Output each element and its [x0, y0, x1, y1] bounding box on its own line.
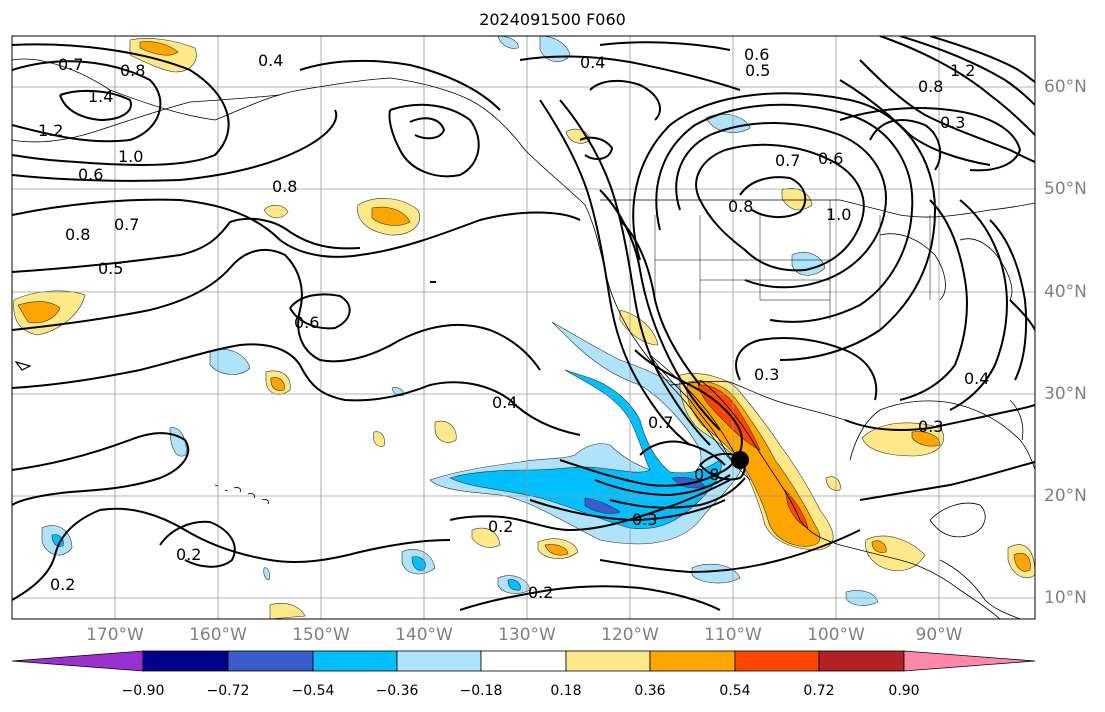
lon-label: 100°W — [807, 625, 865, 645]
contour-label: 0.7 — [58, 55, 83, 74]
north-america-coast — [12, 58, 751, 481]
hawaii — [233, 486, 269, 505]
contour-lines — [12, 36, 1035, 611]
contour-label-layer: 0.7 0.8 1.4 1.2 1.0 0.6 0.8 0.7 0.5 0.4 … — [38, 45, 989, 602]
colorbar-tick-label: −0.18 — [459, 683, 503, 699]
strong-negative-anomaly — [449, 369, 722, 530]
colorbar-segment — [227, 650, 314, 672]
map-frame — [11, 35, 1036, 620]
contour-label: 1.4 — [88, 87, 113, 106]
colorbar — [11, 650, 1036, 672]
lat-label: 60°N — [1044, 77, 1087, 97]
colorbar-tick-label: −0.54 — [291, 683, 335, 699]
contour-label: 1.0 — [826, 205, 851, 224]
contour-label: 0.8 — [120, 61, 145, 80]
lat-label: 30°N — [1044, 384, 1087, 404]
colorbar-tick-label: 0.54 — [719, 683, 751, 699]
contour-label: 0.4 — [258, 51, 283, 70]
lon-label: 120°W — [601, 625, 659, 645]
contour-label: 0.3 — [754, 365, 779, 384]
contour-label: 0.4 — [964, 369, 989, 388]
colorbar-extend-high — [903, 650, 1036, 672]
contour-label: 1.2 — [38, 121, 63, 140]
contour-label: 0.6 — [818, 149, 843, 168]
deep-negative-anomaly — [584, 497, 621, 514]
colorbar-segment — [565, 650, 651, 672]
mexico-west-coast — [699, 379, 1001, 619]
contour-label: 0.5 — [98, 259, 123, 278]
contour-label: 0.4 — [492, 393, 517, 412]
lat-label: 40°N — [1044, 282, 1087, 302]
contour-label: 1.2 — [950, 61, 975, 80]
lon-label: 140°W — [395, 625, 453, 645]
contour-label: 0.5 — [745, 61, 770, 80]
colorbar-segment — [649, 650, 736, 672]
contour-label: 0.8 — [694, 465, 719, 484]
florida — [1009, 399, 1024, 441]
storm-center-marker — [731, 451, 749, 469]
orange-anomaly-band — [686, 380, 821, 547]
lon-label: 150°W — [292, 625, 350, 645]
lat-label: 10°N — [1044, 588, 1087, 608]
contour-label: 0.8 — [272, 177, 297, 196]
contour-label: 0.3 — [940, 113, 965, 132]
contour-label: 0.4 — [580, 53, 605, 72]
alaska-coast — [12, 94, 281, 143]
contour-label: 0.6 — [78, 165, 103, 184]
contour-label: 0.2 — [50, 575, 75, 594]
colorbar-segment — [396, 650, 482, 672]
colorbar-tick-label: 0.36 — [634, 683, 666, 699]
contour-label: 0.2 — [528, 583, 553, 602]
colorbar-tick-label: −0.90 — [121, 683, 165, 699]
us-canada-border — [600, 199, 1035, 218]
contour-label: 0.3 — [632, 510, 657, 529]
coastlines — [12, 58, 1035, 619]
colorbar-segment — [818, 650, 905, 672]
contour-label: 0.7 — [775, 151, 800, 170]
colorbar-tick-label: −0.72 — [206, 683, 250, 699]
contour-label: 0.6 — [294, 313, 319, 332]
pacific-islands — [214, 484, 229, 492]
contour-label: 0.8 — [918, 77, 943, 96]
us-mexico-border — [669, 380, 846, 421]
lat-label: 20°N — [1044, 486, 1087, 506]
lon-label: 170°W — [86, 625, 144, 645]
contour-label: 0.8 — [65, 225, 90, 244]
colorbar-segment — [734, 650, 820, 672]
central-america — [939, 559, 1021, 619]
map-title: 2024091500 F060 — [479, 10, 626, 29]
contour-label: 1.0 — [118, 147, 143, 166]
colorbar-segment — [142, 650, 229, 672]
contour-label: 0.3 — [918, 417, 943, 436]
graticule — [12, 36, 1035, 619]
contour-label: 0.2 — [488, 517, 513, 536]
shaded-anomalies — [13, 36, 1035, 619]
lon-label: 90°W — [915, 625, 963, 645]
colorbar-tick-label: 0.18 — [550, 683, 582, 699]
canada-lakes — [879, 233, 1013, 301]
lon-label: 110°W — [704, 625, 762, 645]
lon-label: 130°W — [498, 625, 556, 645]
colorbar-tick-label: 0.72 — [803, 683, 835, 699]
colorbar-tick-label: 0.90 — [888, 683, 920, 699]
colorbar-segment — [312, 650, 398, 672]
colorbar-segment — [480, 650, 567, 672]
lon-label: 160°W — [189, 625, 247, 645]
contour-label: 0.7 — [648, 413, 673, 432]
contour-label: 0.8 — [728, 197, 753, 216]
map-area: 0.7 0.8 1.4 1.2 1.0 0.6 0.8 0.7 0.5 0.4 … — [12, 36, 1035, 619]
contour-label: 0.7 — [114, 215, 139, 234]
contour-label: 0.2 — [176, 545, 201, 564]
lat-label: 50°N — [1044, 179, 1087, 199]
red-anomaly-band — [697, 384, 761, 451]
yucatan — [929, 502, 986, 538]
colorbar-extend-low — [11, 650, 144, 672]
contour-label: 0.6 — [744, 45, 769, 64]
colorbar-tick-label: −0.36 — [375, 683, 419, 699]
